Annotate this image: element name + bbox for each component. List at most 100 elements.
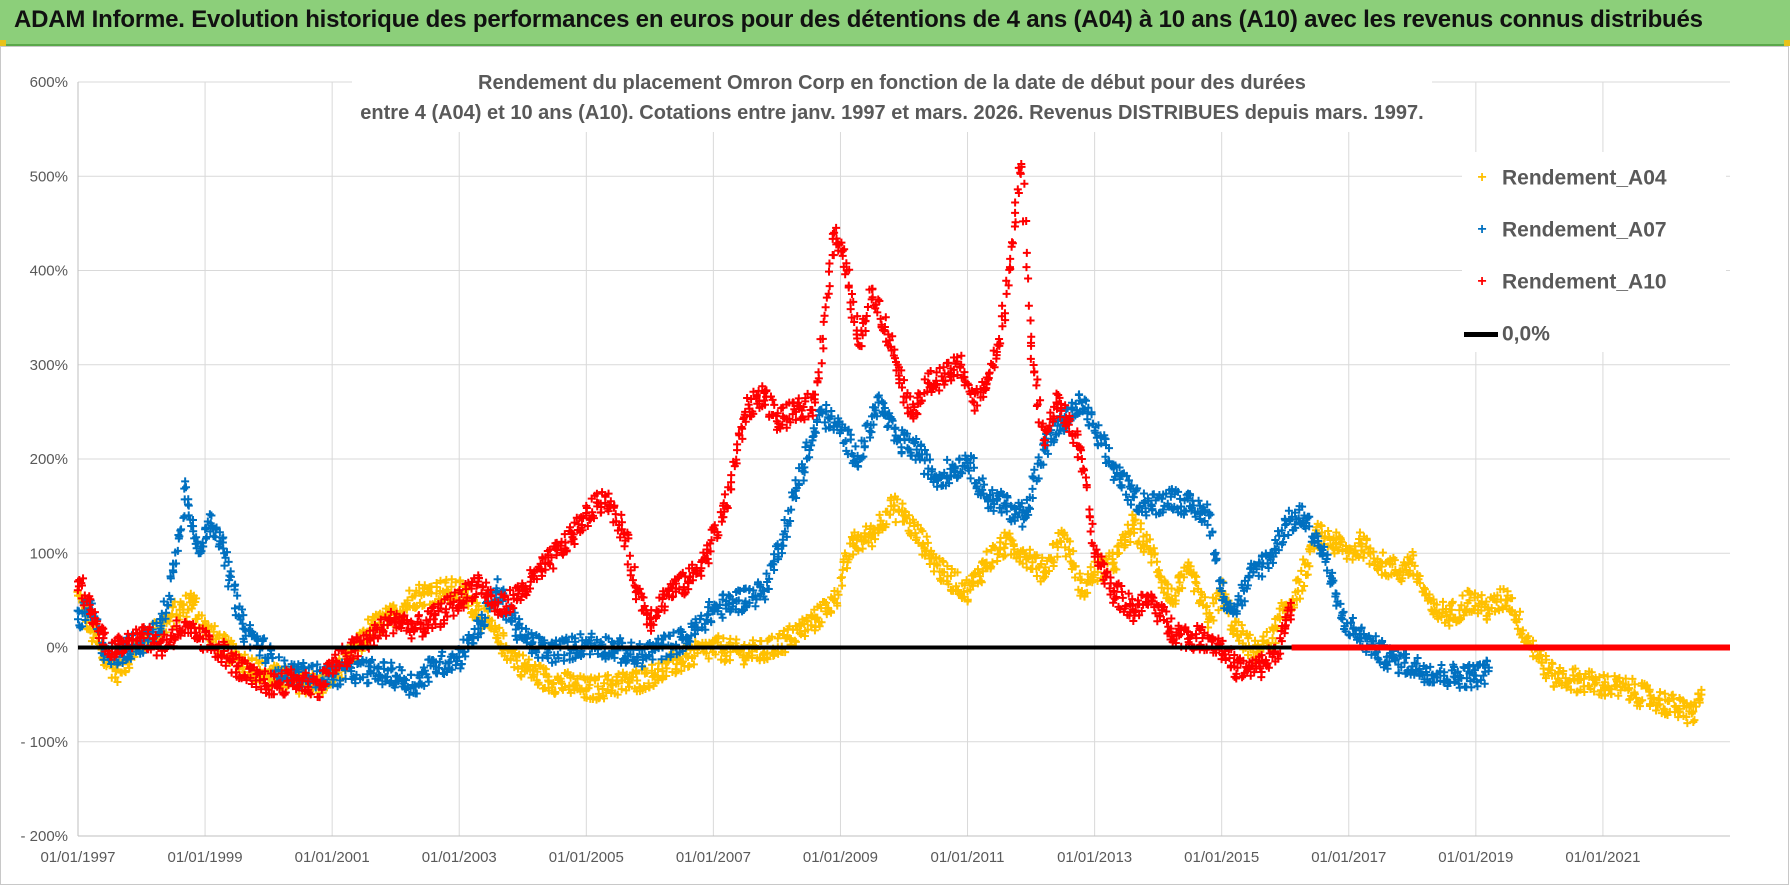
- data-point: [1214, 606, 1223, 615]
- data-point: [810, 395, 819, 404]
- data-point: [1555, 676, 1564, 685]
- data-point: [381, 613, 390, 622]
- data-point: [812, 415, 821, 424]
- data-point: [699, 548, 708, 557]
- data-point: [727, 478, 736, 487]
- data-point: [1212, 594, 1221, 603]
- data-point: [1628, 674, 1637, 683]
- data-point: [912, 533, 921, 542]
- data-point: [631, 583, 640, 592]
- data-point: [1274, 546, 1283, 555]
- data-point: [963, 597, 972, 606]
- data-point: [945, 479, 954, 488]
- data-point: [1137, 606, 1146, 615]
- data-point: [660, 602, 669, 611]
- data-point: [817, 618, 826, 627]
- data-point: [1232, 607, 1241, 616]
- data-point: [238, 605, 247, 614]
- data-point: [917, 396, 926, 405]
- data-point: [1514, 615, 1523, 624]
- data-point: [1069, 547, 1078, 556]
- data-point: [1139, 489, 1148, 498]
- data-point: [830, 594, 839, 603]
- data-point: [502, 609, 511, 618]
- data-point: [1028, 558, 1037, 567]
- data-point: [1405, 566, 1414, 575]
- data-point: [1157, 494, 1166, 503]
- data-point: [997, 508, 1006, 517]
- data-point: [1083, 588, 1092, 597]
- data-point: [120, 667, 129, 676]
- data-point: [640, 602, 649, 611]
- data-point: [522, 624, 531, 633]
- data-point: [879, 399, 888, 408]
- data-point: [1171, 599, 1180, 608]
- data-point: [556, 674, 565, 683]
- data-point: [628, 576, 637, 585]
- data-point: [1153, 617, 1162, 626]
- data-point: [920, 446, 929, 455]
- data-point: [1136, 525, 1145, 534]
- data-point: [597, 503, 606, 512]
- data-point: [1074, 585, 1083, 594]
- data-point: [470, 625, 479, 634]
- data-point: [280, 656, 289, 665]
- data-point: [1449, 662, 1458, 671]
- data-point: [1391, 656, 1400, 665]
- data-point: [817, 604, 826, 613]
- data-point: [845, 265, 854, 274]
- data-point: [827, 412, 836, 421]
- data-point: [1034, 453, 1043, 462]
- data-point: [431, 611, 440, 620]
- data-point: [1264, 564, 1273, 573]
- data-point: [1122, 490, 1131, 499]
- data-point: [882, 520, 891, 529]
- data-point: [239, 611, 248, 620]
- data-point: [1390, 556, 1399, 565]
- data-point: [126, 650, 135, 659]
- data-point: [111, 673, 120, 682]
- data-point: [984, 497, 993, 506]
- data-point: [1276, 649, 1285, 658]
- data-point: [1088, 519, 1097, 528]
- data-point: [202, 626, 211, 635]
- data-point: [1026, 338, 1035, 347]
- data-point: [356, 636, 365, 645]
- data-point: [428, 603, 437, 612]
- data-point: [544, 672, 553, 681]
- data-point: [1675, 707, 1684, 716]
- data-point: [1518, 633, 1527, 642]
- data-point: [719, 634, 728, 643]
- series-Rendement_A07: [73, 390, 1493, 699]
- data-point: [81, 615, 90, 624]
- data-point: [1167, 584, 1176, 593]
- data-point: [1024, 274, 1033, 283]
- data-point: [871, 535, 880, 544]
- data-point: [423, 673, 432, 682]
- data-point: [449, 611, 458, 620]
- data-point: [477, 589, 486, 598]
- data-point: [446, 592, 455, 601]
- data-point: [616, 533, 625, 542]
- data-point: [773, 634, 782, 643]
- data-point: [495, 623, 504, 632]
- data-point: [1117, 483, 1126, 492]
- data-point: [847, 313, 856, 322]
- data-point: [740, 410, 749, 419]
- data-point: [1599, 671, 1608, 680]
- data-point: [1485, 609, 1494, 618]
- data-point: [1467, 683, 1476, 692]
- data-point: [940, 568, 949, 577]
- data-point: [1002, 507, 1011, 516]
- data-point: [407, 634, 416, 643]
- data-point: [1415, 579, 1424, 588]
- data-point: [315, 693, 324, 702]
- data-point: [911, 529, 920, 538]
- data-point: [824, 289, 833, 298]
- data-point: [979, 392, 988, 401]
- data-point: [1046, 554, 1055, 563]
- data-point: [419, 663, 428, 672]
- data-point: [1284, 531, 1293, 540]
- series-Rendement_A04: [73, 492, 1706, 728]
- data-point: [532, 575, 541, 584]
